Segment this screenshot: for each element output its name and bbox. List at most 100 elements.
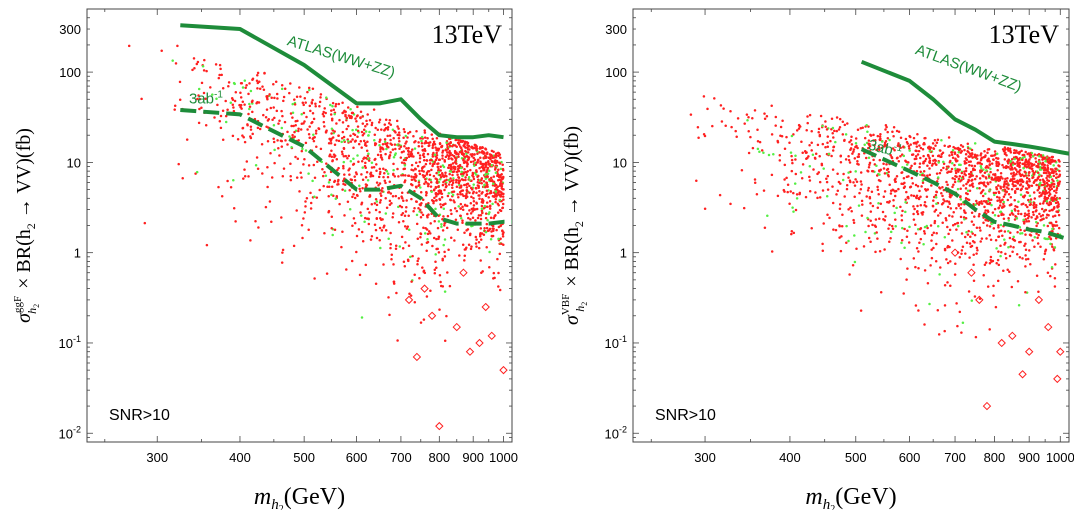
green-point (451, 193, 455, 197)
red-point (441, 183, 445, 187)
red-point (457, 176, 461, 179)
red-point (488, 192, 492, 195)
red-point (753, 109, 757, 112)
red-point (366, 207, 370, 211)
red-point (856, 160, 859, 163)
red-point (911, 182, 915, 185)
red-point (964, 153, 968, 156)
red-point (964, 157, 968, 160)
red-point (469, 160, 473, 164)
red-point (933, 138, 937, 142)
red-point (854, 145, 857, 149)
red-point (463, 248, 467, 251)
red-point (967, 229, 970, 233)
green-point (982, 168, 985, 171)
red-point (361, 178, 365, 181)
green-point (434, 207, 437, 211)
red-point (226, 179, 229, 183)
red-point (286, 143, 289, 146)
red-point (419, 216, 423, 219)
red-point (1053, 189, 1056, 193)
red-point (488, 156, 492, 160)
red-point (419, 191, 423, 194)
red-point (1048, 193, 1052, 196)
red-point (869, 219, 872, 223)
y-tick-label: 10-2 (605, 424, 627, 441)
green-point (827, 152, 831, 156)
red-point (330, 215, 334, 219)
red-point (1030, 184, 1034, 188)
red-point (443, 224, 446, 227)
red-point (1038, 202, 1042, 206)
red-point (971, 152, 974, 156)
red-point (306, 90, 309, 94)
red-point (482, 233, 486, 236)
green-point (1019, 232, 1022, 235)
green-point (999, 254, 1002, 258)
red-point (930, 164, 934, 167)
red-point (435, 199, 438, 202)
green-point (349, 159, 353, 163)
red-point (958, 255, 962, 259)
red-point (345, 268, 348, 271)
green-point (762, 151, 765, 155)
red-point (935, 141, 939, 144)
red-point (227, 84, 230, 88)
red-point (1021, 180, 1025, 183)
red-point (461, 193, 464, 196)
red-point (407, 214, 410, 218)
green-point (908, 225, 911, 229)
red-point (970, 220, 974, 223)
red-point (1029, 203, 1033, 206)
red-point (824, 125, 827, 128)
red-point (909, 143, 912, 146)
red-point (841, 133, 845, 136)
red-point (846, 122, 849, 125)
atlas-limit-curve (860, 59, 1069, 156)
red-point (466, 212, 469, 216)
y-axis-title: σggFh2 × BR(h2 → VV)(fb) (12, 128, 41, 323)
green-point (854, 170, 857, 173)
red-point (256, 73, 259, 77)
red-point (897, 160, 901, 163)
red-point (888, 200, 891, 203)
red-point (970, 164, 974, 168)
red-point (868, 161, 872, 165)
red-point (891, 130, 894, 133)
red-point (977, 182, 981, 185)
red-point (193, 66, 196, 70)
red-point (449, 177, 452, 180)
red-point (1027, 212, 1031, 215)
red-point (997, 214, 1000, 218)
red-point (453, 201, 456, 204)
red-point (878, 135, 882, 138)
red-point (915, 247, 919, 250)
red-point (718, 193, 722, 197)
red-point (831, 185, 834, 188)
red-point (963, 148, 966, 152)
red-point (242, 136, 245, 139)
red-point (791, 161, 794, 165)
red-point (1036, 171, 1040, 175)
red-point (753, 181, 757, 185)
green-point (1022, 218, 1025, 222)
green-point (440, 225, 443, 228)
red-point (1023, 214, 1027, 218)
red-point (289, 175, 292, 178)
red-point (774, 115, 778, 119)
red-point (931, 142, 935, 145)
green-point (865, 124, 868, 127)
red-point (364, 176, 368, 179)
red-point (451, 190, 454, 194)
red-point (493, 276, 496, 280)
red-point (989, 198, 993, 201)
red-point (966, 149, 969, 153)
red-point (495, 228, 498, 232)
red-point (368, 211, 371, 214)
red-point (303, 158, 306, 161)
red-point (337, 178, 340, 182)
red-point (425, 190, 428, 194)
green-point (985, 169, 988, 172)
red-point (272, 137, 275, 141)
